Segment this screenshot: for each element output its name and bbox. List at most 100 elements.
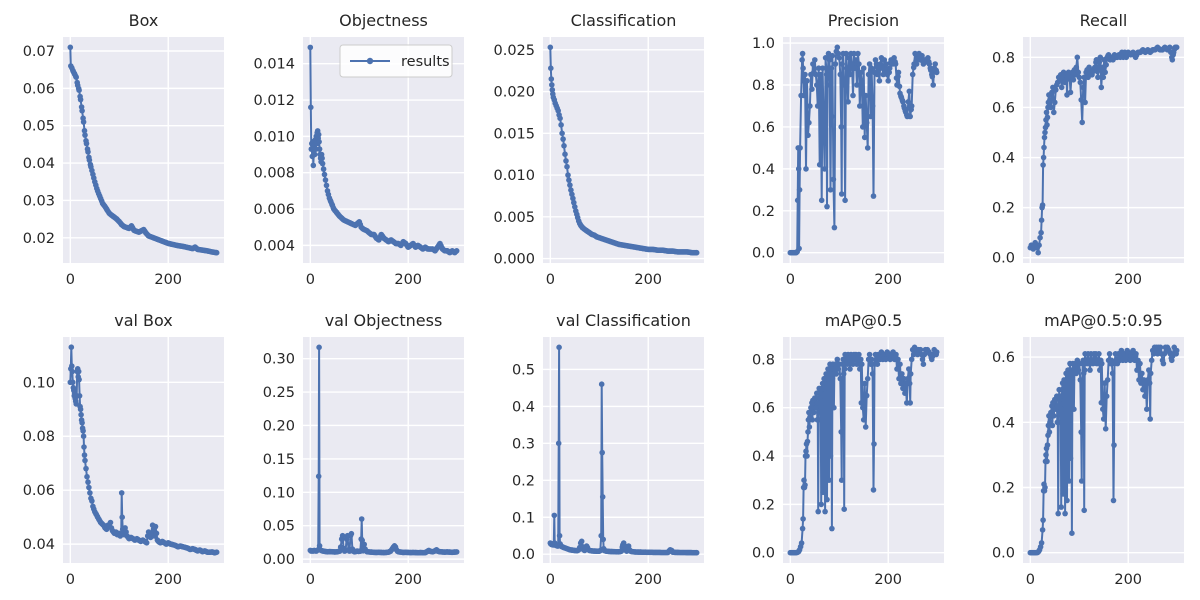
data-marker (930, 82, 936, 88)
data-marker (841, 82, 847, 88)
data-marker (568, 187, 574, 193)
data-marker (805, 132, 811, 139)
data-marker (895, 356, 901, 363)
data-marker (820, 489, 826, 496)
y-tick-label: 0.4 (512, 399, 535, 415)
data-marker (917, 346, 924, 353)
data-marker (827, 453, 834, 459)
data-marker (826, 371, 833, 377)
data-marker (801, 92, 807, 99)
data-marker (903, 380, 909, 387)
subplot-title: mAP@0.5 (825, 311, 903, 330)
data-marker (836, 55, 843, 61)
data-marker (1134, 367, 1140, 373)
data-marker (76, 376, 82, 383)
data-marker (863, 392, 870, 399)
data-marker (1039, 527, 1046, 533)
data-marker (809, 417, 816, 423)
x-tick-label: 0 (66, 272, 75, 288)
data-marker (913, 61, 920, 67)
data-marker (905, 99, 912, 105)
y-tick-label: 1.0 (752, 36, 775, 52)
data-marker (322, 177, 329, 183)
y-tick-label: 0.015 (493, 126, 535, 142)
legend-box (339, 44, 453, 78)
y-tick-label: 0.6 (752, 401, 775, 417)
y-tick-label: 0.8 (752, 78, 775, 94)
y-tick-label: 0.025 (493, 43, 535, 59)
data-marker (1067, 89, 1074, 96)
data-marker (1087, 367, 1093, 373)
data-marker (845, 99, 851, 105)
data-marker (1139, 370, 1145, 377)
data-marker (815, 417, 822, 423)
x-tick-label: 0 (66, 572, 75, 588)
data-marker (869, 371, 876, 377)
data-marker (899, 371, 905, 377)
y-tick-label: 0.010 (493, 168, 535, 184)
data-marker (854, 82, 860, 88)
data-marker (1073, 64, 1080, 71)
data-marker (806, 424, 813, 430)
data-marker (453, 549, 460, 555)
y-tick-label: 0.006 (253, 202, 295, 218)
y-tick-label: 0.10 (263, 485, 295, 501)
data-marker (839, 61, 845, 67)
data-marker (453, 248, 460, 254)
data-marker (1044, 114, 1051, 121)
data-marker (81, 444, 87, 450)
data-marker (806, 409, 812, 416)
data-marker (1052, 99, 1058, 106)
data-marker (909, 71, 916, 78)
data-marker (867, 361, 874, 367)
data-marker (871, 441, 877, 447)
data-marker (1142, 393, 1148, 399)
data-marker (860, 124, 866, 130)
y-tick-label: 0.4 (752, 162, 775, 178)
data-marker (856, 61, 862, 67)
data-marker (556, 344, 562, 351)
data-marker (319, 160, 326, 167)
data-marker (799, 50, 806, 57)
data-marker (906, 380, 913, 387)
data-marker (844, 361, 850, 367)
data-marker (797, 145, 803, 151)
data-marker (822, 390, 829, 396)
subplot-objectness: 0.004 0.006 0.008 0.010 0.012 0.014 0 200 Object… (253, 11, 464, 288)
y-tick-label: 0.014 (253, 57, 295, 73)
data-marker (868, 65, 875, 71)
legend-label: results (401, 54, 450, 70)
data-marker (842, 197, 848, 204)
data-marker (562, 151, 568, 157)
data-marker (862, 92, 869, 99)
y-tick-label: 0.4 (992, 415, 1015, 431)
data-marker (896, 375, 902, 382)
data-marker (820, 119, 827, 126)
y-tick-label: 0.20 (263, 418, 295, 434)
data-marker (1038, 217, 1045, 223)
data-marker (814, 390, 820, 396)
data-marker (1070, 77, 1077, 83)
data-marker (907, 371, 914, 377)
data-marker (796, 245, 802, 252)
data-marker (1055, 419, 1062, 426)
data-marker (80, 428, 86, 434)
data-marker (1043, 109, 1050, 116)
data-marker (826, 57, 833, 63)
x-tick-label: 200 (154, 272, 182, 288)
data-marker (821, 385, 828, 392)
data-marker (118, 490, 125, 496)
data-marker (814, 103, 821, 109)
y-tick-label: 0.08 (23, 429, 55, 445)
data-marker (838, 124, 844, 130)
data-marker (894, 366, 900, 372)
x-tick-label: 0 (546, 572, 555, 588)
data-marker (813, 404, 819, 411)
data-marker (1148, 357, 1155, 364)
axes-background (303, 337, 464, 563)
data-marker (868, 356, 875, 363)
data-marker (1077, 79, 1084, 86)
data-marker (1053, 87, 1059, 93)
data-marker (1140, 386, 1146, 393)
